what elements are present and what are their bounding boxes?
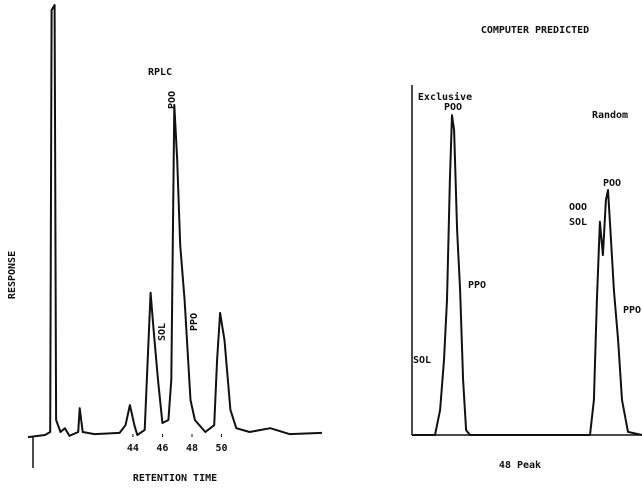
annotation: PPO — [468, 280, 486, 291]
annotation: PPO — [189, 313, 200, 331]
x-tick-label: 46 — [156, 443, 168, 454]
annotation: SOL — [413, 355, 431, 366]
trace — [27, 4, 323, 439]
x-tick-label: 44 — [127, 443, 139, 454]
chart-title: COMPUTER PREDICTED — [481, 25, 589, 36]
x-tick-label: 50 — [216, 443, 228, 454]
annotation: Exclusive — [418, 91, 472, 103]
trace — [412, 114, 642, 436]
y-axis-label: RESPONSE — [7, 251, 18, 299]
x-axis-label: RETENTION TIME — [133, 473, 217, 484]
annotation: SOL — [569, 217, 587, 228]
x-tick-label: 48 — [186, 443, 198, 454]
x-axis-label: 48 Peak — [499, 460, 541, 471]
annotation: SOL — [157, 323, 168, 341]
annotation: Random — [592, 110, 628, 121]
chart-title: RPLC — [148, 67, 172, 78]
annotation: POO — [444, 102, 462, 113]
annotation: PPO — [623, 305, 641, 316]
annotation: OOO — [569, 202, 587, 213]
annotation: POO — [167, 91, 178, 109]
annotation: POO — [603, 178, 621, 189]
